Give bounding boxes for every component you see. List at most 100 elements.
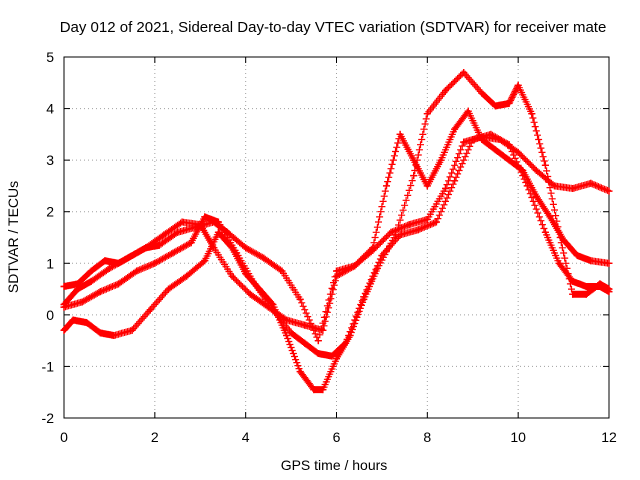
data-point — [228, 272, 236, 280]
data-point — [74, 280, 82, 288]
data-point — [437, 156, 445, 164]
data-point — [410, 172, 418, 180]
data-point — [133, 267, 141, 275]
data-point — [532, 192, 540, 200]
data-point — [105, 264, 113, 272]
data-point — [587, 257, 595, 265]
y-tick-label: 2 — [46, 204, 54, 220]
series-track-2 — [60, 107, 613, 345]
data-point — [60, 282, 68, 290]
x-tick-label: 6 — [333, 429, 341, 445]
data-point — [101, 257, 109, 265]
data-point — [569, 185, 577, 193]
data-point — [333, 267, 340, 275]
data-point — [155, 241, 163, 249]
data-point — [83, 319, 91, 327]
data-point — [296, 368, 304, 376]
data-point — [87, 267, 95, 275]
y-tick-label: 5 — [46, 49, 54, 65]
data-point — [278, 267, 286, 275]
data-point — [360, 293, 368, 301]
data-point — [128, 252, 136, 260]
data-point — [110, 331, 118, 339]
data-point — [164, 285, 172, 293]
data-point — [432, 218, 440, 226]
data-point — [532, 166, 540, 174]
y-tick-label: -1 — [42, 358, 55, 374]
data-point — [342, 339, 350, 347]
data-point — [115, 259, 122, 267]
data-point — [505, 99, 513, 107]
data-point — [328, 352, 336, 360]
data-point — [464, 107, 472, 115]
data-point — [301, 339, 309, 347]
data-point — [414, 226, 422, 234]
x-tick-label: 10 — [510, 429, 526, 445]
data-point — [551, 182, 558, 190]
data-point — [460, 138, 468, 146]
data-point — [514, 148, 522, 156]
data-point — [546, 213, 554, 221]
data-point — [269, 306, 277, 314]
data-point — [333, 355, 340, 363]
series-track-4 — [60, 130, 613, 360]
data-point — [96, 288, 104, 296]
data-point — [115, 280, 122, 288]
data-point — [442, 87, 449, 95]
data-point — [301, 321, 309, 329]
data-point — [60, 326, 68, 334]
data-point — [491, 146, 499, 154]
data-point — [460, 68, 468, 76]
data-point — [582, 282, 590, 290]
data-point — [382, 182, 390, 190]
data-point — [128, 326, 136, 334]
data-point — [423, 215, 431, 223]
data-point — [451, 125, 459, 133]
data-point — [469, 136, 477, 144]
data-point — [214, 218, 222, 226]
data-point — [146, 306, 154, 314]
data-point — [151, 259, 159, 267]
data-point — [596, 282, 604, 290]
data-point — [233, 249, 241, 257]
y-tick-label: -2 — [42, 410, 55, 426]
data-point — [246, 290, 254, 298]
chart-title: Day 012 of 2021, Sidereal Day-to-day VTE… — [60, 19, 607, 36]
data-point — [319, 386, 327, 394]
data-point — [251, 280, 259, 288]
data-point — [169, 249, 177, 257]
y-axis-label: SDTVAR / TECUs — [5, 181, 21, 293]
data-point — [174, 228, 182, 236]
data-point — [319, 326, 327, 334]
series-group — [60, 68, 613, 394]
data-point — [201, 257, 209, 265]
data-point — [569, 290, 577, 298]
x-tick-label: 8 — [423, 429, 431, 445]
data-point — [478, 89, 486, 97]
data-point — [605, 187, 613, 195]
x-tick-label: 0 — [60, 429, 68, 445]
data-point — [491, 102, 499, 110]
y-tick-label: 0 — [46, 307, 54, 323]
data-point — [183, 272, 191, 280]
data-point — [78, 298, 86, 306]
data-point — [287, 329, 295, 337]
data-point — [569, 277, 577, 285]
data-point — [201, 213, 209, 221]
y-tick-label: 3 — [46, 152, 54, 168]
data-point — [260, 254, 268, 262]
data-point — [369, 244, 377, 252]
data-point — [514, 81, 522, 89]
y-tick-label: 4 — [46, 101, 54, 117]
data-point — [505, 156, 513, 164]
data-point — [310, 386, 318, 394]
data-point — [160, 231, 168, 239]
x-tick-label: 2 — [151, 429, 159, 445]
y-tick-label: 1 — [46, 255, 54, 271]
data-point — [541, 161, 549, 169]
data-point — [283, 316, 291, 324]
data-point — [528, 110, 536, 118]
data-point — [405, 221, 413, 229]
